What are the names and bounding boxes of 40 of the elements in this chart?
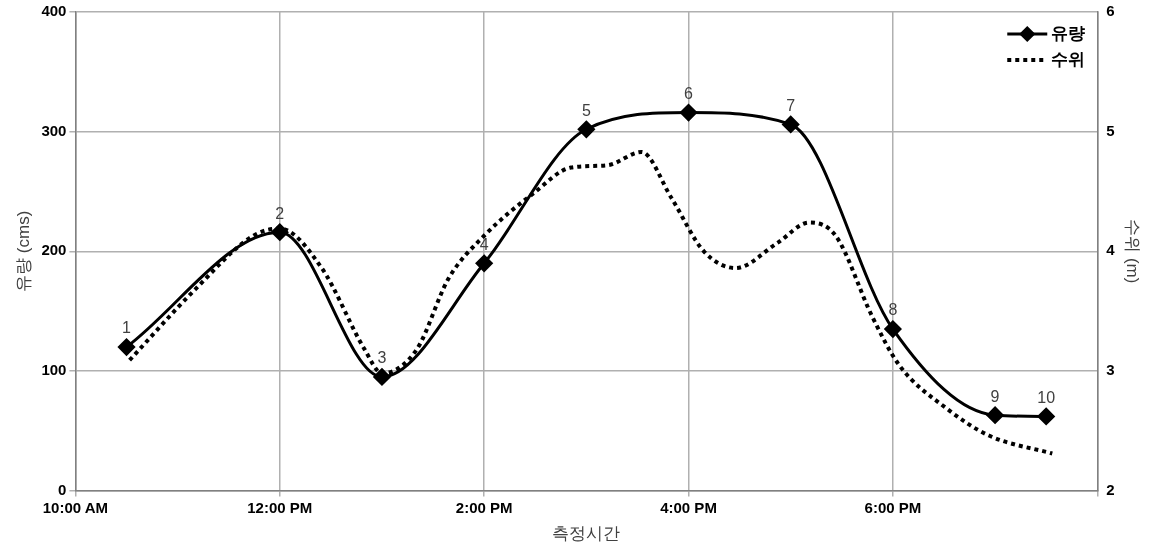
y-tick-label: 100 bbox=[41, 361, 67, 379]
point bbox=[1037, 407, 1055, 425]
x-tick-label: 2:00 PM bbox=[455, 498, 513, 516]
y2-axis-title: 수위 (m) bbox=[1123, 219, 1143, 284]
y-axis-title: 유량 (cms) bbox=[13, 210, 33, 292]
y2-tick-label: 2 bbox=[1106, 480, 1115, 498]
point bbox=[884, 320, 902, 338]
annotation: 9 bbox=[990, 387, 1000, 405]
annotation: 7 bbox=[786, 96, 796, 114]
point bbox=[118, 338, 136, 356]
x-tick-label: 10:00 AM bbox=[42, 498, 109, 516]
annotation: 10 bbox=[1037, 388, 1056, 406]
annotation: 6 bbox=[684, 84, 694, 102]
point bbox=[782, 115, 800, 133]
legend-label: 유량 bbox=[1051, 23, 1086, 43]
point bbox=[577, 120, 595, 138]
point bbox=[271, 223, 289, 241]
x-tick-label: 6:00 PM bbox=[864, 498, 922, 516]
y2-tick-label: 4 bbox=[1106, 241, 1116, 259]
annotation: 2 bbox=[275, 204, 285, 222]
y-tick-label: 400 bbox=[41, 2, 67, 20]
annotation: 4 bbox=[479, 235, 489, 253]
y2-tick-label: 6 bbox=[1106, 2, 1115, 20]
y-tick-label: 200 bbox=[41, 241, 67, 259]
annotation: 5 bbox=[581, 101, 591, 119]
point bbox=[680, 104, 698, 122]
annotation: 8 bbox=[888, 301, 898, 319]
y-tick-label: 300 bbox=[41, 121, 67, 139]
annotation: 3 bbox=[377, 349, 387, 367]
point bbox=[475, 254, 493, 272]
point bbox=[986, 406, 1004, 424]
annotation: 1 bbox=[122, 319, 132, 337]
point bbox=[373, 368, 391, 386]
y2-tick-label: 5 bbox=[1106, 121, 1115, 139]
x-axis-title: 측정시간 bbox=[552, 524, 621, 544]
y2-tick-label: 3 bbox=[1106, 361, 1115, 379]
x-tick-label: 4:00 PM bbox=[660, 498, 717, 516]
y-tick-label: 0 bbox=[58, 480, 67, 498]
legend-label: 수위 bbox=[1051, 49, 1086, 69]
x-tick-label: 12:00 PM bbox=[247, 498, 313, 516]
